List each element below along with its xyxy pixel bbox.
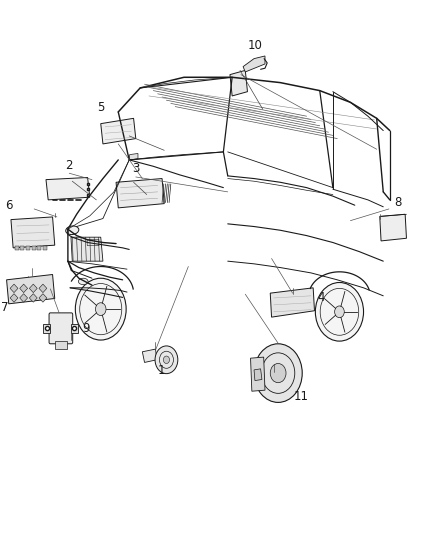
Polygon shape	[10, 294, 18, 302]
Circle shape	[254, 344, 302, 402]
Circle shape	[335, 306, 344, 318]
Polygon shape	[20, 284, 28, 293]
Polygon shape	[11, 217, 55, 248]
Polygon shape	[29, 294, 37, 302]
Circle shape	[270, 364, 286, 383]
Circle shape	[155, 346, 178, 374]
Text: 4: 4	[318, 291, 325, 304]
Polygon shape	[43, 324, 50, 333]
Polygon shape	[10, 284, 18, 293]
Polygon shape	[55, 341, 67, 349]
Text: 8: 8	[394, 196, 401, 209]
Polygon shape	[243, 56, 265, 72]
Polygon shape	[39, 284, 47, 293]
Polygon shape	[251, 357, 265, 391]
FancyBboxPatch shape	[87, 239, 99, 246]
Ellipse shape	[78, 278, 88, 285]
Text: 6: 6	[5, 199, 13, 212]
Circle shape	[95, 303, 106, 316]
Circle shape	[75, 278, 126, 340]
Polygon shape	[116, 179, 164, 208]
Polygon shape	[270, 288, 314, 317]
Polygon shape	[20, 294, 28, 302]
Text: 5: 5	[97, 101, 104, 114]
Circle shape	[163, 356, 170, 364]
Polygon shape	[130, 154, 138, 160]
Text: 2: 2	[65, 159, 73, 172]
Text: 7: 7	[0, 301, 8, 314]
Polygon shape	[39, 294, 47, 302]
Polygon shape	[71, 324, 78, 333]
Polygon shape	[7, 274, 55, 304]
Polygon shape	[254, 369, 262, 381]
Text: 9: 9	[82, 321, 89, 335]
Text: 10: 10	[247, 39, 262, 52]
Text: 3: 3	[132, 161, 139, 175]
Circle shape	[315, 282, 364, 341]
Polygon shape	[380, 214, 406, 241]
Polygon shape	[71, 237, 103, 261]
Polygon shape	[142, 349, 157, 362]
Text: 1: 1	[157, 364, 165, 377]
Polygon shape	[230, 70, 247, 96]
Ellipse shape	[66, 226, 79, 235]
Polygon shape	[46, 177, 90, 200]
Text: 11: 11	[293, 390, 308, 403]
Polygon shape	[101, 118, 136, 144]
FancyBboxPatch shape	[49, 313, 73, 344]
Polygon shape	[29, 284, 37, 293]
